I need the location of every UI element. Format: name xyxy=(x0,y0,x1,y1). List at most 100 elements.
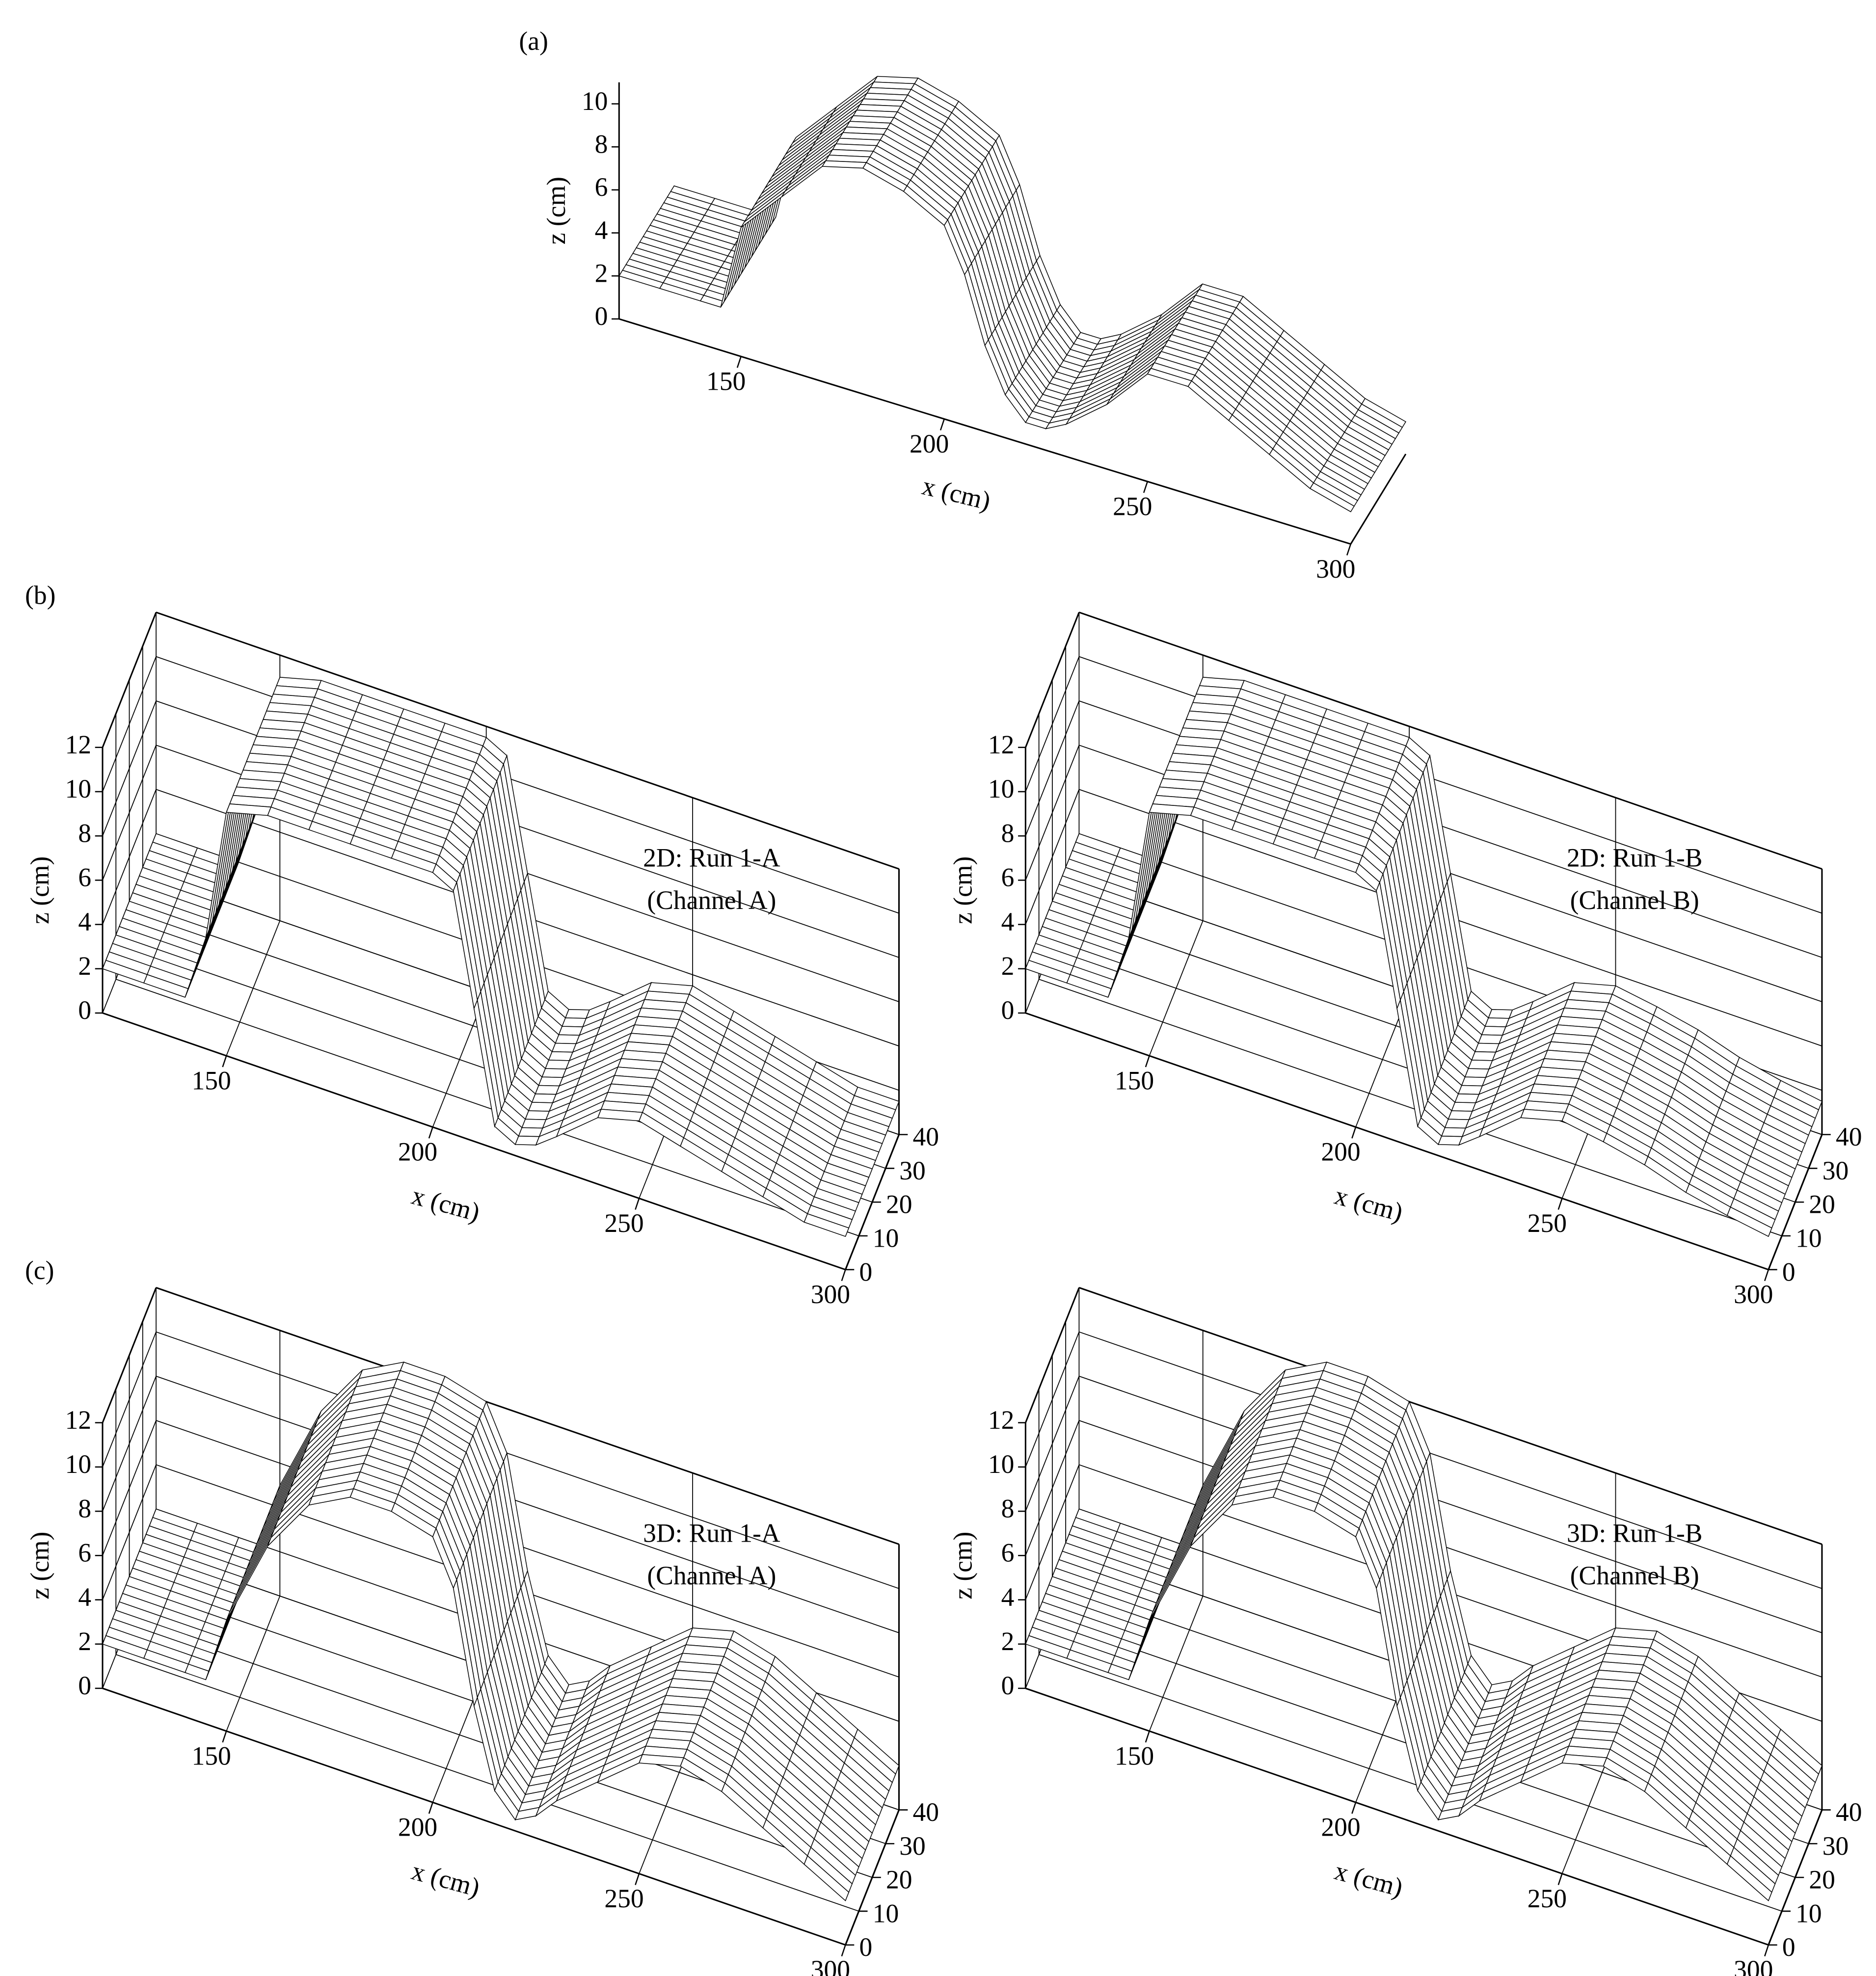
x-tick-label: 250 xyxy=(1528,1208,1567,1238)
z-tick-label: 6 xyxy=(78,863,91,892)
surface-cell xyxy=(1464,1068,1490,1078)
z-tick-label: 0 xyxy=(595,301,608,331)
annotation: (Channel A) xyxy=(647,885,776,915)
x-tick-label: 200 xyxy=(1321,1137,1360,1167)
x-tick xyxy=(1557,1198,1563,1210)
y-tick-label: 30 xyxy=(1822,1831,1849,1861)
x-tick xyxy=(1764,1945,1769,1957)
z-tick-label: 8 xyxy=(595,129,608,159)
x-tick xyxy=(1346,544,1352,556)
annotation: 2D: Run 1-A xyxy=(643,843,780,872)
x-tick-label: 250 xyxy=(1113,491,1152,521)
z-tick-label: 10 xyxy=(988,774,1015,803)
box-edge xyxy=(156,612,900,870)
surface-cell xyxy=(821,160,867,169)
box-edge xyxy=(1078,1287,1822,1545)
x-tick-label: 300 xyxy=(1734,1280,1773,1309)
annotation: (Channel A) xyxy=(647,1561,776,1590)
surface-cell xyxy=(1481,1026,1506,1036)
y-tick-label: 20 xyxy=(1809,1865,1835,1895)
x-tick xyxy=(635,1198,640,1210)
surface-cell xyxy=(1477,1034,1503,1044)
y-tick-label: 40 xyxy=(1836,1122,1862,1151)
z-tick-label: 8 xyxy=(1001,818,1015,848)
surface-cell xyxy=(1444,1119,1470,1129)
x-tick xyxy=(1557,1873,1563,1885)
y-tick-label: 10 xyxy=(873,1223,899,1253)
z-tick-label: 4 xyxy=(78,1582,91,1612)
x-tick-label: 150 xyxy=(191,1066,231,1095)
surface-cell xyxy=(1451,1102,1476,1112)
z-tick-label: 2 xyxy=(1001,1627,1015,1656)
x-tick-label: 150 xyxy=(706,367,746,396)
x-tick xyxy=(428,1802,433,1814)
z-tick-label: 10 xyxy=(65,1449,91,1479)
x-tick-label: 250 xyxy=(1528,1884,1567,1913)
annotation: 2D: Run 1-B xyxy=(1567,843,1702,872)
x-tick-label: 300 xyxy=(811,1280,850,1309)
surface-cell xyxy=(555,1034,580,1044)
surface-cell xyxy=(538,1076,563,1087)
y-tick-label: 0 xyxy=(1782,1932,1796,1962)
x-tick-label: 200 xyxy=(398,1137,437,1167)
y-tick-label: 40 xyxy=(913,1797,939,1827)
x-axis-label: x (cm) xyxy=(408,1856,483,1902)
z-tick-label: 2 xyxy=(595,258,608,288)
z-tick-label: 0 xyxy=(78,995,91,1025)
surface-cell xyxy=(518,1127,543,1137)
z-tick-label: 10 xyxy=(988,1449,1015,1479)
x-tick-label: 150 xyxy=(1115,1741,1154,1770)
z-tick-label: 8 xyxy=(1001,1494,1015,1523)
x-tick xyxy=(1145,1731,1150,1743)
annotation: (Channel B) xyxy=(1570,885,1699,915)
z-tick-label: 4 xyxy=(1001,907,1015,936)
annotation: 3D: Run 1-B xyxy=(1567,1518,1702,1548)
surface-cell xyxy=(528,1102,554,1112)
surface-cell xyxy=(1726,1206,1772,1237)
annotation: (Channel B) xyxy=(1570,1561,1699,1590)
surface-cell xyxy=(1474,1042,1500,1053)
x-tick xyxy=(736,356,742,368)
x-tick xyxy=(428,1126,433,1139)
surface-cell xyxy=(1438,1135,1463,1146)
surface-cell xyxy=(1441,1127,1466,1137)
surface-cell xyxy=(1726,1855,1772,1901)
z-tick-label: 2 xyxy=(1001,951,1015,981)
x-tick-label: 150 xyxy=(1115,1066,1154,1095)
x-tick xyxy=(1145,1055,1150,1068)
z-tick-label: 6 xyxy=(78,1538,91,1568)
surface-cell xyxy=(562,1017,587,1027)
surface-cell xyxy=(1447,1110,1473,1121)
surface-cell xyxy=(551,1042,577,1053)
surface-cell xyxy=(514,1135,540,1146)
surface-cell xyxy=(535,1085,560,1095)
z-axis-label: z (cm) xyxy=(25,856,54,924)
surface-cell xyxy=(1454,1093,1480,1103)
x-tick-label: 200 xyxy=(910,429,949,458)
floor-grid-line xyxy=(1039,1654,1782,1912)
floor-grid-line xyxy=(115,979,859,1236)
box-edge xyxy=(102,612,157,748)
x-tick-label: 200 xyxy=(398,1813,437,1842)
y-tick-label: 40 xyxy=(1836,1797,1862,1827)
x-tick xyxy=(635,1873,640,1885)
z-tick-label: 12 xyxy=(65,730,91,759)
z-tick-label: 12 xyxy=(988,730,1015,759)
box-edge xyxy=(156,1287,900,1545)
z-axis-label: z (cm) xyxy=(25,1532,54,1600)
z-tick-label: 10 xyxy=(65,774,91,803)
y-tick-label: 30 xyxy=(899,1831,926,1861)
x-axis-label: x (cm) xyxy=(1332,1856,1406,1902)
z-tick-label: 8 xyxy=(78,1494,91,1523)
x-tick xyxy=(841,1269,846,1282)
surface-cell xyxy=(531,1093,557,1103)
x-tick-label: 300 xyxy=(1316,554,1355,584)
surface-cell xyxy=(1309,482,1355,512)
x-tick xyxy=(841,1945,846,1957)
z-tick-label: 4 xyxy=(78,907,91,936)
z-tick-label: 8 xyxy=(78,818,91,848)
x-tick-label: 300 xyxy=(811,1955,850,1976)
floor-grid-line xyxy=(115,1654,859,1912)
